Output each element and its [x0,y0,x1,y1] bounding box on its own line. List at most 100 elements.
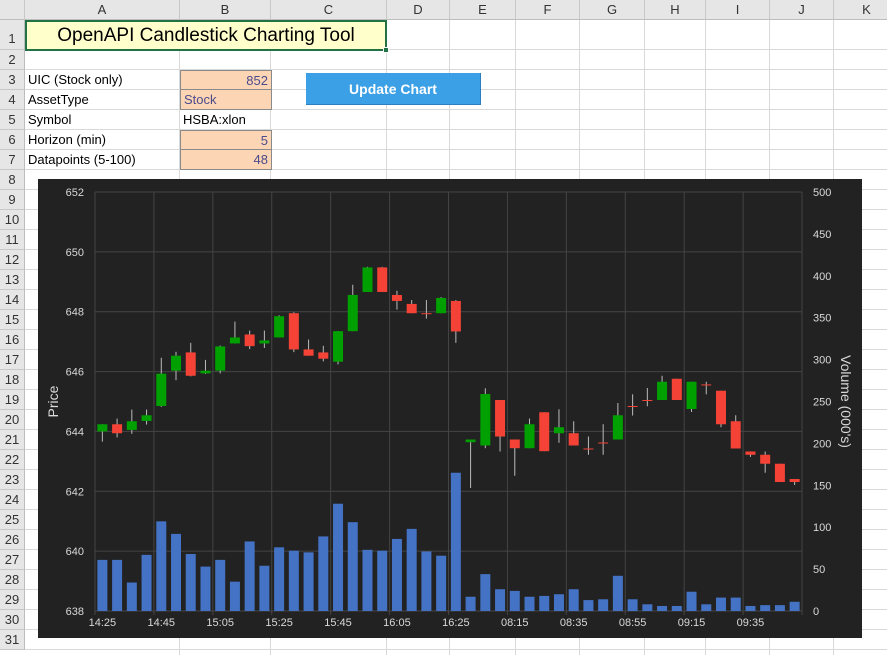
row-header-22[interactable]: 22 [0,450,25,470]
candle-down [509,439,520,449]
row-header-31[interactable]: 31 [0,630,25,650]
candle-down [421,313,432,315]
column-header-g[interactable]: G [580,0,645,20]
volume-bar [288,550,299,611]
row-header-19[interactable]: 19 [0,390,25,410]
column-header-f[interactable]: F [516,0,580,20]
time-tick-label: 08:15 [501,617,529,629]
column-header-i[interactable]: I [706,0,770,20]
volume-tick-label: 0 [813,606,819,618]
candle-up [274,316,285,338]
row-header-14[interactable]: 14 [0,290,25,310]
title-cell[interactable]: OpenAPI Candlestick Charting Tool [25,20,387,51]
volume-bar [377,550,388,611]
row-header-13[interactable]: 13 [0,270,25,290]
time-tick-label: 14:25 [89,617,117,629]
volume-bar [406,528,417,611]
candle-down [745,451,756,455]
candle-down [244,334,255,347]
row-header-6[interactable]: 6 [0,130,25,150]
volume-bar [671,605,682,611]
row-header-2[interactable]: 2 [0,50,25,70]
row-header-12[interactable]: 12 [0,250,25,270]
row-header-17[interactable]: 17 [0,350,25,370]
candle-up [229,337,240,344]
volume-bar [774,605,785,611]
column-header-h[interactable]: H [645,0,706,20]
row-header-18[interactable]: 18 [0,370,25,390]
volume-bar [303,552,314,611]
column-header-e[interactable]: E [450,0,516,20]
row-header-9[interactable]: 9 [0,190,25,210]
param-value-cell[interactable]: 48 [180,149,272,170]
row-header-26[interactable]: 26 [0,530,25,550]
row-header-29[interactable]: 29 [0,590,25,610]
select-all-corner[interactable] [0,0,25,20]
column-header-k[interactable]: K [834,0,887,20]
row-header-25[interactable]: 25 [0,510,25,530]
volume-bar [509,590,520,611]
row-header-10[interactable]: 10 [0,210,25,230]
volume-tick-label: 300 [813,355,831,367]
volume-tick-label: 250 [813,397,831,409]
time-tick-label: 08:55 [619,617,647,629]
candle-up [141,415,152,421]
candle-up [553,427,564,434]
volume-bar [259,565,270,611]
column-header-d[interactable]: D [387,0,450,20]
row-header-3[interactable]: 3 [0,70,25,90]
candle-up [126,421,137,430]
row-header-21[interactable]: 21 [0,430,25,450]
row-header-15[interactable]: 15 [0,310,25,330]
candle-up [259,340,270,344]
candle-down [701,384,712,386]
volume-tick-label: 200 [813,438,831,450]
update-chart-button[interactable]: Update Chart [306,73,481,105]
row-header-27[interactable]: 27 [0,550,25,570]
time-tick-label: 08:35 [560,617,588,629]
row-header-28[interactable]: 28 [0,570,25,590]
volume-bar [465,596,476,611]
candlestick-chart[interactable]: 638 640 642 644 646 648 650 652 0 50 100 150 200 250 3… [38,179,862,638]
volume-tick-label: 450 [813,229,831,241]
volume-bar [539,595,550,611]
row-header-20[interactable]: 20 [0,410,25,430]
time-tick-label: 16:25 [442,617,470,629]
row-header-7[interactable]: 7 [0,150,25,170]
row-header-16[interactable]: 16 [0,330,25,350]
fill-handle[interactable] [383,47,389,53]
volume-bar [244,541,255,611]
column-header-b[interactable]: B [180,0,271,20]
volume-tick-label: 400 [813,271,831,283]
volume-bar [760,605,771,611]
param-value-cell[interactable]: 852 [180,70,272,91]
row-header-1[interactable]: 1 [0,20,25,50]
row-header-8[interactable]: 8 [0,170,25,190]
volume-bar [745,605,756,611]
candle-down [730,421,741,449]
volume-bar [333,503,344,611]
row-header-23[interactable]: 23 [0,470,25,490]
row-header-30[interactable]: 30 [0,610,25,630]
row-header-11[interactable]: 11 [0,230,25,250]
param-value-cell[interactable]: Stock [180,89,272,110]
price-tick-label: 648 [66,307,84,319]
volume-bar [657,605,668,611]
volume-bar [553,594,564,611]
row-gridline [25,109,887,110]
column-header-a[interactable]: A [25,0,180,20]
row-header-24[interactable]: 24 [0,490,25,510]
price-tick-label: 642 [66,486,84,498]
row-header-5[interactable]: 5 [0,110,25,130]
candle-down [377,267,388,292]
candle-down [598,442,609,444]
volume-bar [391,538,402,611]
volume-bar [318,536,329,611]
column-header-j[interactable]: J [770,0,834,20]
column-header-c[interactable]: C [271,0,387,20]
volume-bar [229,581,240,611]
candle-down [760,454,771,464]
param-value-cell[interactable]: 5 [180,130,272,151]
row-header-4[interactable]: 4 [0,90,25,110]
volume-bar [598,599,609,611]
